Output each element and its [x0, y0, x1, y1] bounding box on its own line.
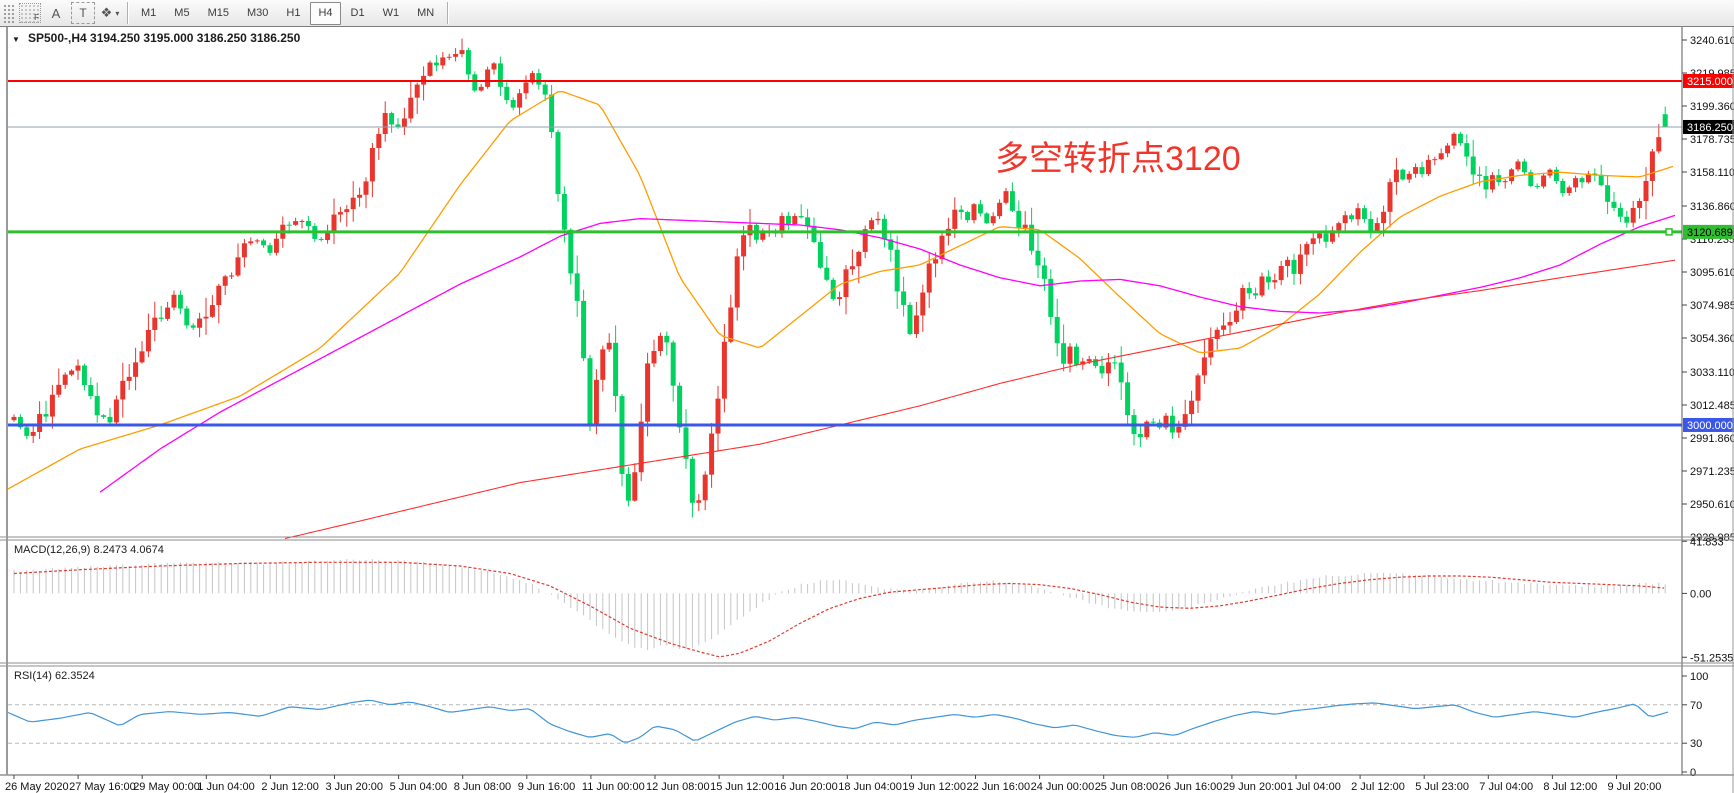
toolbar-separator — [447, 2, 449, 24]
timeframe-button-mn[interactable]: MN — [417, 7, 435, 19]
rsi-panel-label: RSI(14) 62.3524 — [14, 670, 95, 682]
rsi-scale-label: 70 — [1690, 700, 1702, 712]
price-axis-label: 3012.485 — [1690, 400, 1734, 412]
price-axis-label: 3158.110 — [1690, 167, 1734, 179]
shapes-glyph: ❖ — [100, 5, 113, 20]
macd-histogram — [13, 559, 1666, 651]
time-axis-label: 9 Jul 20:00 — [1608, 781, 1662, 793]
toolbar: F A T ❖ ▾ M1 M5 M15 M30 H1 H4 D1 W1 MN — [0, 0, 1734, 27]
shapes-icon[interactable]: ❖ ▾ — [99, 3, 121, 23]
time-axis-label: 1 Jul 04:00 — [1287, 781, 1341, 793]
ma-mid-magenta-line — [99, 214, 1676, 493]
price-axis-label: 2929.985 — [1690, 532, 1734, 544]
time-axis-label: 5 Jun 04:00 — [390, 781, 448, 793]
toolbar-drag-handle[interactable] — [2, 3, 14, 23]
timeframe-button-group: M1 M5 M15 M30 H1 H4 D1 W1 MN — [132, 1, 443, 25]
time-axis-label: 24 Jun 00:00 — [1031, 781, 1095, 793]
time-axis-label: 29 May 00:00 — [133, 781, 200, 793]
text-box-icon[interactable]: T — [71, 2, 95, 24]
time-axis-label: 7 Jul 04:00 — [1479, 781, 1533, 793]
text-label-icon[interactable]: A — [51, 5, 61, 21]
price-axis-label: 3199.360 — [1690, 101, 1734, 113]
price-tag — [1683, 119, 1734, 134]
time-axis-label: 9 Jun 16:00 — [518, 781, 576, 793]
rsi-scale-label: 30 — [1690, 738, 1702, 750]
time-axis-label: 8 Jul 12:00 — [1543, 781, 1597, 793]
price-axis-label: 3178.735 — [1690, 134, 1734, 146]
toolbar-separator — [127, 2, 128, 24]
time-axis-label: 26 Jun 16:00 — [1159, 781, 1223, 793]
time-axis-label: 2 Jun 12:00 — [261, 781, 319, 793]
time-axis-label: 5 Jul 23:00 — [1415, 781, 1469, 793]
timeframe-button-w1[interactable]: W1 — [382, 7, 400, 19]
time-axis-label: 11 Jun 00:00 — [582, 781, 645, 793]
chart-title: SP500-,H4 3194.250 3195.000 3186.250 318… — [28, 31, 301, 45]
time-axis-label: 2 Jul 12:00 — [1351, 781, 1405, 793]
macd-panel-label: MACD(12,26,9) 8.2473 4.0674 — [14, 544, 164, 556]
time-axis-label: 18 Jun 04:00 — [838, 781, 902, 793]
time-axis-label: 12 Jun 08:00 — [646, 781, 710, 793]
price-tag-label: 3186.250 — [1687, 122, 1733, 134]
indicator-grid-icon[interactable]: F — [19, 3, 41, 23]
chart-background — [0, 27, 1734, 793]
time-axis-label: 26 May 2020 — [5, 781, 69, 793]
time-axis-label: 3 Jun 20:00 — [326, 781, 384, 793]
time-axis-label: 29 Jun 20:00 — [1223, 781, 1287, 793]
time-axis-label: 1 Jun 04:00 — [197, 781, 255, 793]
price-tag-label: 3215.000 — [1687, 76, 1733, 88]
chart-dropdown-icon[interactable]: ▼ — [12, 35, 20, 44]
price-tag — [1683, 73, 1734, 88]
time-axis-label: 15 Jun 12:00 — [710, 781, 774, 793]
price-axis-label: 3136.860 — [1690, 201, 1734, 213]
macd-scale-label: 41.833 — [1690, 536, 1724, 548]
price-axis-label: 2991.860 — [1690, 433, 1734, 445]
price-tag — [1683, 224, 1734, 239]
timeframe-button-m5[interactable]: M5 — [174, 7, 190, 19]
price-axis-label: 2950.610 — [1690, 499, 1734, 511]
rsi-scale-label: 0 — [1690, 767, 1696, 779]
price-axis-label: 3240.610 — [1690, 35, 1734, 47]
timeframe-button-h4[interactable]: H4 — [310, 1, 341, 25]
time-axis-label: 25 Jun 08:00 — [1095, 781, 1159, 793]
ma-slow-red-line — [284, 259, 1676, 540]
price-tag — [1683, 417, 1734, 432]
time-axis-label: 22 Jun 16:00 — [967, 781, 1031, 793]
candles — [11, 38, 1668, 518]
chevron-down-icon: ▾ — [115, 8, 120, 18]
line-handle[interactable] — [1665, 228, 1673, 236]
macd-scale-label: -51.2535 — [1690, 652, 1733, 664]
timeframe-button-h1[interactable]: H1 — [286, 7, 301, 19]
price-axis-label: 3074.985 — [1690, 300, 1734, 312]
rsi-scale-label: 100 — [1690, 671, 1708, 683]
time-axis-label: 8 Jun 08:00 — [454, 781, 512, 793]
price-axis-label: 3054.360 — [1690, 333, 1734, 345]
time-axis-label: 19 Jun 12:00 — [902, 781, 966, 793]
price-axis-label: 3095.610 — [1690, 267, 1734, 279]
timeframe-button-m1[interactable]: M1 — [141, 7, 157, 19]
chart-canvas[interactable]: 3240.6103219.9853199.3603178.7353158.110… — [0, 27, 1734, 793]
rsi-line — [7, 699, 1669, 743]
price-tag-label: 3120.689 — [1687, 227, 1733, 239]
price-axis-label: 2971.235 — [1690, 466, 1734, 478]
macd-signal-line — [13, 561, 1665, 658]
time-axis-label: 16 Jun 20:00 — [774, 781, 838, 793]
time-axis-label: 27 May 16:00 — [69, 781, 136, 793]
price-tag-label: 3000.000 — [1687, 420, 1733, 432]
timeframe-button-d1[interactable]: D1 — [350, 7, 365, 19]
macd-scale-label: 0.00 — [1690, 588, 1711, 600]
timeframe-button-m30[interactable]: M30 — [246, 7, 269, 19]
price-axis-label: 3033.110 — [1690, 367, 1734, 379]
annotation-text[interactable]: 多空转折点3120 — [995, 140, 1241, 178]
ma-fast-orange-line — [7, 91, 1674, 490]
timeframe-button-m15[interactable]: M15 — [207, 7, 229, 19]
